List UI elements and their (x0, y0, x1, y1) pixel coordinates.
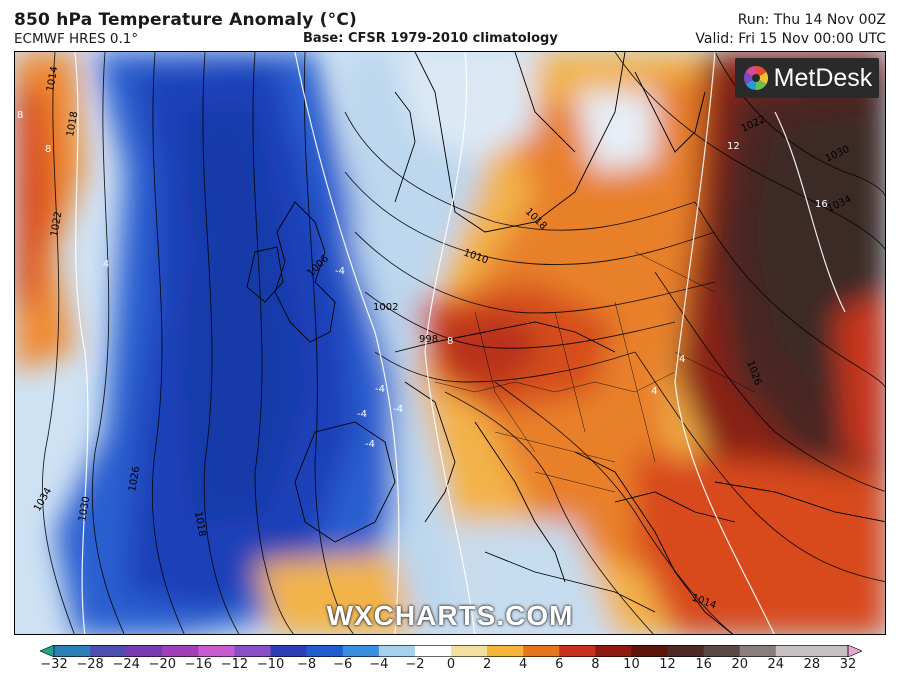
colorbar-tick-label: 6 (555, 657, 564, 672)
anomaly-label: -4 (335, 266, 345, 277)
colorbar-segment (54, 645, 91, 657)
country-borders (434, 251, 756, 493)
colorbar-segment (775, 645, 813, 657)
isobar-label: 1014 (45, 66, 60, 93)
colorbar-tick-label: 12 (659, 657, 676, 672)
anomaly-label: -4 (375, 384, 385, 395)
colorbar-tick-label: −28 (76, 657, 104, 672)
colorbar-segment (198, 645, 235, 657)
colorbar-right-extension (847, 644, 863, 658)
anomaly-contours (74, 52, 846, 634)
colorbar-segment (631, 645, 669, 657)
coastlines (246, 52, 885, 634)
anomaly-label: 4 (103, 259, 109, 270)
anomaly-label: 4 (651, 386, 657, 397)
anomaly-label: 12 (727, 141, 740, 152)
colorbar-segment (451, 645, 488, 657)
colorbar-segment (703, 645, 741, 657)
colorbar-tick-label: −24 (112, 657, 140, 672)
metdesk-logo: MetDesk (735, 58, 879, 98)
colorbar-tick-label: −20 (148, 657, 176, 672)
colorbar-segment (595, 645, 632, 657)
colorbar-segment (523, 645, 560, 657)
chart-title: 850 hPa Temperature Anomaly (°C) (14, 10, 357, 30)
colorbar-segment (739, 645, 777, 657)
colorbar-tick-label: −16 (184, 657, 213, 672)
anomaly-label: -4 (393, 404, 403, 415)
colorbar-tick-label: 24 (767, 657, 785, 672)
colorbar-tick-label: −2 (405, 657, 425, 672)
anomaly-label: -4 (357, 409, 367, 420)
run-time-label: Run: Thu 14 Nov 00Z (737, 12, 886, 28)
colorbar-tick-label: 16 (695, 657, 712, 672)
colorbar-tick-label: 10 (623, 657, 640, 672)
wxcharts-watermark: WXCHARTS.COM (326, 600, 574, 631)
colorbar-tick-label: 20 (731, 657, 748, 672)
metdesk-logo-icon (743, 66, 768, 90)
anomaly-label: 8 (45, 144, 51, 155)
colorbar-segment (811, 645, 849, 657)
colorbar-tick-label: −10 (256, 657, 285, 672)
colorbar-segment (667, 645, 705, 657)
colorbar-frame (53, 645, 849, 657)
colorbar-segment (270, 645, 308, 657)
valid-time-label: Valid: Fri 15 Nov 00:00 UTC (695, 31, 886, 47)
climatology-base-label: Base: CFSR 1979-2010 climatology (303, 31, 558, 46)
colorbar-tick-label: −6 (333, 657, 353, 672)
colorbar-segment (126, 645, 163, 657)
anomaly-label: 8 (447, 336, 453, 347)
isobar-label: 998 (419, 334, 438, 345)
colorbar-segment (90, 645, 127, 657)
anomaly-label: 4 (679, 354, 685, 365)
temperature-anomaly-field (15, 52, 885, 634)
colorbar-segment (378, 645, 416, 657)
colorbar-tick-label: −12 (220, 657, 249, 672)
isobar-label: 1030 (77, 496, 92, 523)
colorbar-tick-label: 4 (519, 657, 528, 672)
colorbar-tick-label: −4 (369, 657, 389, 672)
colorbar-tick-label: 0 (446, 657, 456, 672)
map-canvas: 1014 1018 1022 1026 1030 1034 1002 1006 … (15, 52, 885, 634)
colorbar-segment (162, 645, 199, 657)
colorbar-tick-label: 28 (803, 657, 821, 672)
isobar-label: 1026 (127, 466, 142, 493)
colorbar-tick-label: −32 (40, 657, 68, 672)
anomaly-map: 1014 1018 1022 1026 1030 1034 1002 1006 … (14, 51, 886, 635)
colorbar-tick-label: −8 (297, 657, 317, 672)
isobars (41, 52, 885, 634)
colorbar-left-extension (39, 644, 55, 658)
model-label: ECMWF HRES 0.1° (14, 31, 139, 47)
colorbar (39, 642, 863, 658)
colorbar-tick-label: 2 (482, 657, 492, 672)
isobar-label: 1002 (373, 302, 398, 313)
colorbar-graphic (39, 644, 863, 658)
colorbar-segment (559, 645, 596, 657)
isobar-label: 1022 (49, 211, 64, 238)
anomaly-label: 16 (815, 199, 828, 210)
isobar-label: 1018 (192, 511, 207, 538)
anomaly-label: -4 (365, 439, 375, 450)
colorbar-ticks: −32 −28 −24 −20 −16 −12 −10 −8 −6 −4 −2 0 2 4 6 8 10 12 16… (0, 657, 900, 677)
colorbar-segment (342, 645, 380, 657)
anomaly-label-group: 8 8 4 -4 -4 -4 -4 -4 12 16 4 4 8 (17, 110, 828, 450)
colorbar-tick-label: 8 (591, 657, 600, 672)
colorbar-segment (234, 645, 272, 657)
colorbar-tick-label: 32 (839, 657, 857, 672)
metdesk-logo-text: MetDesk (773, 63, 873, 92)
colorbar-segment (414, 645, 452, 657)
colorbar-segment (487, 645, 524, 657)
colorbar-segment (306, 645, 344, 657)
anomaly-label: 8 (17, 110, 23, 121)
isobar-label: 1018 (65, 111, 80, 138)
